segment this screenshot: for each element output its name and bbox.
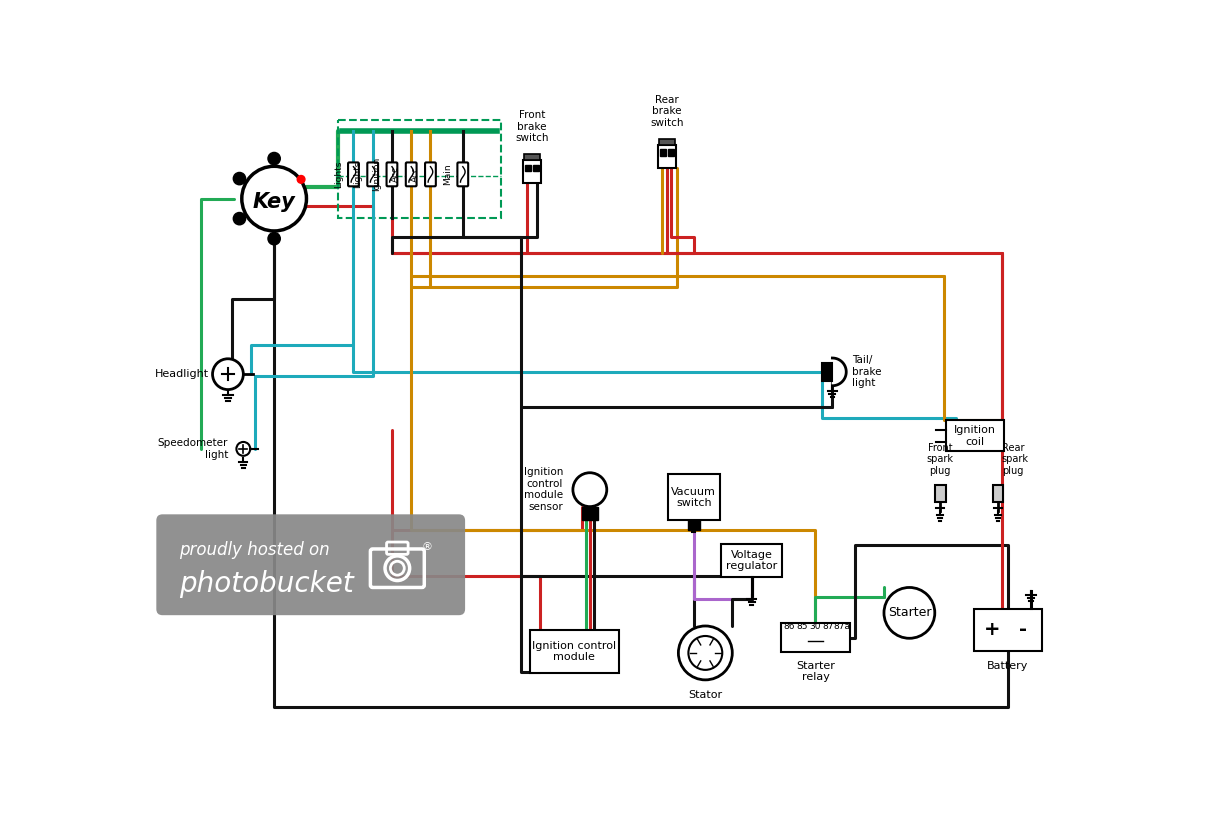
Circle shape <box>233 213 245 225</box>
Bar <box>531 631 619 672</box>
Text: proudly hosted on: proudly hosted on <box>180 541 330 559</box>
Text: 30: 30 <box>810 622 821 631</box>
Polygon shape <box>833 358 846 386</box>
FancyBboxPatch shape <box>157 514 465 615</box>
Bar <box>660 149 666 155</box>
Bar <box>583 507 597 521</box>
Text: +: + <box>985 621 1000 640</box>
FancyBboxPatch shape <box>368 163 378 186</box>
FancyBboxPatch shape <box>458 163 469 186</box>
Text: 85: 85 <box>796 622 809 631</box>
Text: Starter
relay: Starter relay <box>796 661 835 682</box>
Bar <box>668 475 720 521</box>
FancyBboxPatch shape <box>348 163 359 186</box>
Text: Rear
spark
plug: Rear spark plug <box>1002 443 1028 476</box>
Circle shape <box>233 172 245 185</box>
FancyBboxPatch shape <box>405 163 416 186</box>
Text: Tail/
brake
light: Tail/ brake light <box>852 355 881 388</box>
Bar <box>533 165 539 171</box>
Text: 87: 87 <box>823 622 834 631</box>
Text: Front
brake
switch: Front brake switch <box>515 110 549 143</box>
Text: Ignition: Ignition <box>373 158 381 191</box>
FancyBboxPatch shape <box>386 163 397 186</box>
Text: Speedometer
light: Speedometer light <box>158 438 228 460</box>
Text: Key: Key <box>253 192 295 213</box>
Circle shape <box>212 359 243 390</box>
Text: Rear
brake
switch: Rear brake switch <box>649 94 683 128</box>
Text: Acc: Acc <box>391 167 401 182</box>
Circle shape <box>297 176 305 183</box>
Bar <box>974 608 1042 651</box>
Bar <box>687 521 700 530</box>
Circle shape <box>268 232 280 245</box>
Bar <box>935 485 946 502</box>
Text: Lights: Lights <box>334 161 342 188</box>
Text: Acc: Acc <box>410 167 420 182</box>
Text: Ignition control
module: Ignition control module <box>533 640 617 663</box>
Text: Battery: Battery <box>987 661 1028 671</box>
Text: Stator: Stator <box>688 690 722 699</box>
Text: -: - <box>1020 621 1027 640</box>
Bar <box>993 485 1003 502</box>
Circle shape <box>242 167 306 231</box>
Text: 87a: 87a <box>833 622 850 631</box>
Bar <box>721 544 782 576</box>
Text: Headlight: Headlight <box>154 369 209 379</box>
Text: photobucket: photobucket <box>180 570 354 598</box>
Text: Ignition
control
module
sensor: Ignition control module sensor <box>523 467 563 512</box>
FancyBboxPatch shape <box>425 163 436 186</box>
Bar <box>658 144 676 167</box>
Text: Voltage
regulator: Voltage regulator <box>726 550 777 571</box>
Text: ®: ® <box>421 542 432 552</box>
Text: Front
spark
plug: Front spark plug <box>926 443 954 476</box>
Text: 86: 86 <box>783 622 795 631</box>
Bar <box>524 154 540 160</box>
Text: Ignition
coil: Ignition coil <box>954 425 995 447</box>
Circle shape <box>573 473 607 507</box>
Circle shape <box>884 588 935 638</box>
Bar <box>659 139 675 144</box>
Circle shape <box>268 153 280 165</box>
Text: Starter: Starter <box>887 607 931 619</box>
Bar <box>526 165 532 171</box>
Bar <box>781 623 850 652</box>
Text: Main: Main <box>443 163 452 186</box>
Bar <box>668 149 674 155</box>
Circle shape <box>237 442 250 456</box>
Text: Vacuum
switch: Vacuum switch <box>671 487 716 508</box>
Circle shape <box>679 626 732 680</box>
Text: Lights: Lights <box>353 161 362 188</box>
Bar <box>946 420 1004 452</box>
Bar <box>822 363 833 381</box>
Circle shape <box>688 636 722 670</box>
Bar <box>523 160 541 183</box>
